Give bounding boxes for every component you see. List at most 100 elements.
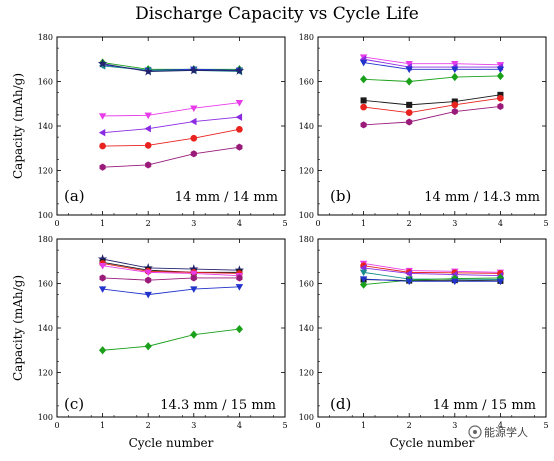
x-axis-label: Cycle number xyxy=(129,436,214,450)
series-line xyxy=(102,263,240,274)
data-point xyxy=(451,66,459,74)
y-tick-label: 120 xyxy=(299,167,314,176)
data-point xyxy=(235,113,243,121)
data-point xyxy=(97,58,108,68)
y-tick-label: 120 xyxy=(299,369,314,378)
x-tick-label: 4 xyxy=(237,219,242,228)
data-point xyxy=(406,101,413,108)
series xyxy=(97,58,245,76)
series xyxy=(98,113,243,137)
y-tick-label: 140 xyxy=(38,122,53,131)
series xyxy=(99,125,243,150)
y-tick-label: 100 xyxy=(38,413,53,422)
data-point xyxy=(360,280,368,289)
data-point xyxy=(405,66,413,74)
series xyxy=(99,143,243,171)
data-point xyxy=(451,101,459,109)
x-tick-label: 5 xyxy=(543,421,548,430)
x-tick-label: 0 xyxy=(315,421,320,430)
data-point xyxy=(359,269,368,277)
data-point xyxy=(236,143,243,151)
series-line xyxy=(102,116,240,134)
data-point xyxy=(360,75,368,84)
x-tick-label: 2 xyxy=(146,421,151,430)
data-point xyxy=(144,124,151,133)
data-point xyxy=(144,342,152,351)
chart-panel: 0 1 2 3 4 5 100 120 140 160 180 (b) 14 mm / 14.3 mm xyxy=(299,33,549,228)
series-line xyxy=(363,277,501,286)
data-point xyxy=(451,278,459,286)
y-tick-label: 100 xyxy=(38,211,53,220)
y-tick-label: 140 xyxy=(299,324,314,333)
series-line xyxy=(363,62,501,70)
series xyxy=(98,262,244,280)
series xyxy=(98,284,244,299)
series xyxy=(99,324,243,355)
data-point xyxy=(405,269,412,278)
series xyxy=(360,71,504,86)
data-point xyxy=(144,142,152,149)
series-line xyxy=(102,128,240,147)
panel-annotation: 14 mm / 15 mm xyxy=(433,398,536,413)
figure-title: Discharge Capacity vs Cycle Life xyxy=(135,4,419,24)
x-tick-label: 1 xyxy=(100,421,105,430)
series-line xyxy=(363,265,501,274)
data-point xyxy=(190,105,198,113)
series-line xyxy=(363,75,501,82)
series-line xyxy=(102,63,240,72)
series-line xyxy=(102,328,240,351)
data-point xyxy=(360,121,367,129)
data-point xyxy=(99,142,106,150)
series-line xyxy=(102,261,240,273)
data-point xyxy=(359,276,368,283)
plot-frame xyxy=(56,238,286,418)
series xyxy=(359,55,504,71)
x-tick-label: 1 xyxy=(361,421,366,430)
data-point xyxy=(236,125,243,133)
x-tick-label: 2 xyxy=(407,421,412,430)
x-tick-label: 0 xyxy=(54,219,59,228)
data-point xyxy=(145,161,152,169)
x-tick-label: 3 xyxy=(452,219,457,228)
data-point xyxy=(406,118,413,126)
data-point xyxy=(144,269,152,277)
data-point xyxy=(190,150,197,158)
x-tick-label: 0 xyxy=(315,219,320,228)
data-point xyxy=(236,274,243,282)
data-point xyxy=(145,276,152,284)
data-point xyxy=(143,66,153,76)
series xyxy=(360,91,504,108)
series-line xyxy=(363,105,501,126)
watermark: 能源学人 xyxy=(468,425,528,439)
x-tick-label: 1 xyxy=(361,219,366,228)
x-tick-label: 5 xyxy=(543,219,548,228)
data-point xyxy=(189,117,197,126)
series-line xyxy=(363,56,501,66)
x-tick-label: 5 xyxy=(282,421,287,430)
series-line xyxy=(363,267,501,277)
y-tick-label: 180 xyxy=(299,235,314,244)
chart-panel: 0 1 2 3 4 5 100 120 140 160 180 (a) 14 mm / 14 mm Cap… xyxy=(11,33,288,228)
series xyxy=(97,254,245,275)
data-point xyxy=(189,65,199,75)
data-point xyxy=(235,284,244,291)
series xyxy=(360,102,504,129)
chart-panel: 0 1 2 3 4 5 100 120 140 160 180 (c) 14.3 mm / 15 mm C… xyxy=(11,235,288,450)
series xyxy=(359,276,505,286)
data-point xyxy=(496,278,505,286)
series-line xyxy=(363,58,501,68)
series xyxy=(359,54,505,69)
x-tick-label: 3 xyxy=(191,421,196,430)
data-point xyxy=(98,286,107,293)
y-tick-label: 140 xyxy=(38,324,53,333)
y-tick-label: 180 xyxy=(38,33,53,42)
series xyxy=(360,94,504,116)
series-line xyxy=(363,278,501,282)
x-tick-label: 2 xyxy=(146,219,151,228)
x-tick-label: 0 xyxy=(54,421,59,430)
data-point xyxy=(359,264,367,272)
data-point xyxy=(496,71,504,81)
watermark-logo-icon xyxy=(468,425,482,439)
